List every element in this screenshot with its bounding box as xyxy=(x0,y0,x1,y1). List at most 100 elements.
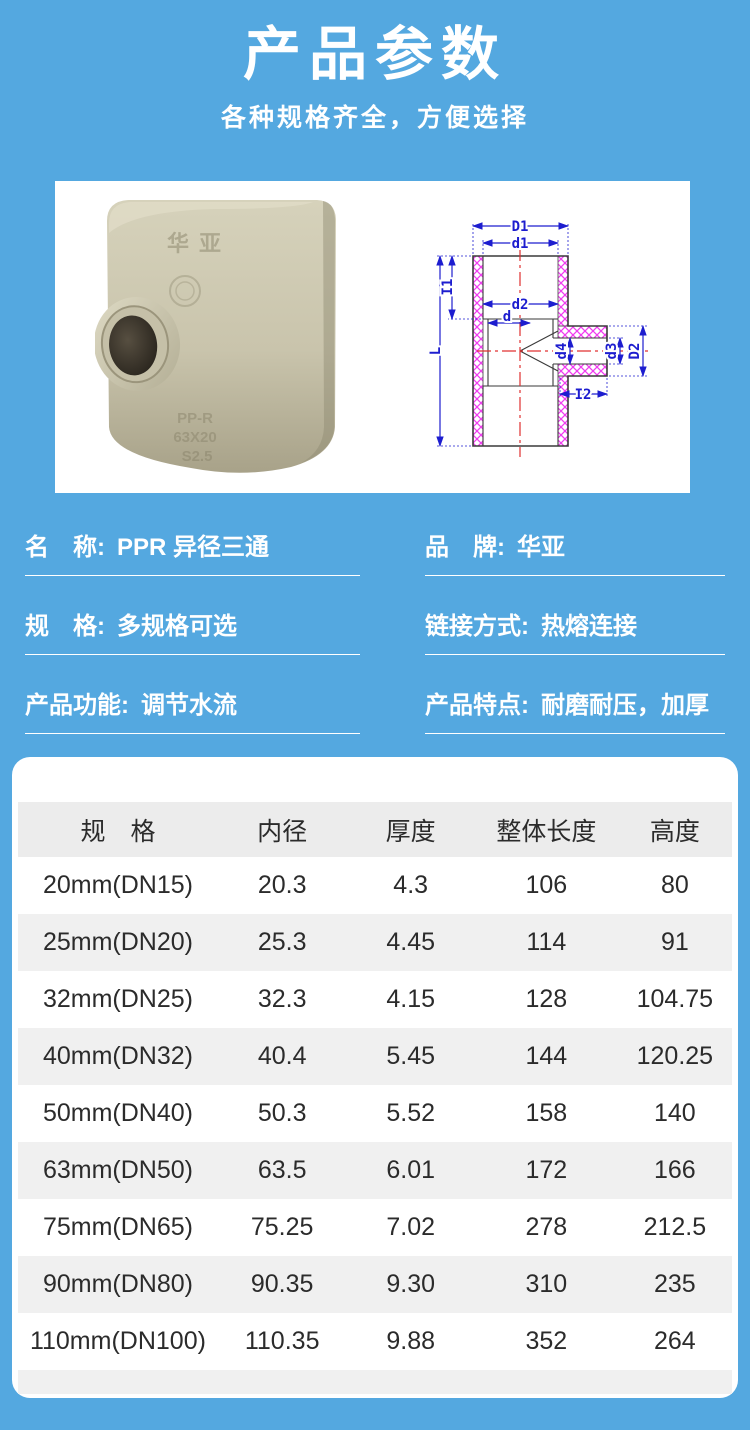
cell-thk: 5.52 xyxy=(386,1099,436,1127)
spec-function: 产品功能: 调节水流 xyxy=(25,655,360,734)
cell-spec: 50mm(DN40) xyxy=(42,1099,193,1127)
table-row: 63mm(DN50) 63.5 6.01 172 166 xyxy=(18,1142,732,1199)
cell-len: 144 xyxy=(474,1028,618,1085)
cell-spec: 32mm(DN25) xyxy=(42,985,193,1013)
fitting-spout xyxy=(95,297,181,391)
cell-hgt: 80 xyxy=(660,871,689,899)
cell-id: 110.35 xyxy=(244,1327,320,1355)
table-row: 90mm(DN80) 90.35 9.30 310 235 xyxy=(18,1256,732,1313)
spec-name-value: PPR 异径三通 xyxy=(117,534,270,561)
spec-connection: 链接方式: 热熔连接 xyxy=(425,576,725,655)
table-row: 20mm(DN15) 20.3 4.3 106 80 xyxy=(18,857,732,914)
table-row: 25mm(DN20) 25.3 4.45 114 91 xyxy=(18,914,732,971)
cell-id: 75.25 xyxy=(250,1213,314,1241)
spec-feature-value: 耐磨耐压，加厚 xyxy=(541,692,709,719)
dim-label-d: d xyxy=(503,309,511,325)
spec-name-label: 名 称: xyxy=(25,534,105,561)
cell-thk: 9.30 xyxy=(346,1256,475,1313)
cell-id: 25.3 xyxy=(217,914,347,971)
col-header-spec: 规 格 xyxy=(18,802,218,857)
cell-thk: 6.01 xyxy=(346,1142,475,1199)
col-header-overall-length: 整体长度 xyxy=(474,802,618,857)
cell-thk: 4.3 xyxy=(393,871,429,899)
dim-label-L: L xyxy=(428,347,444,355)
cell-thk: 7.02 xyxy=(386,1213,436,1241)
page-subtitle: 各种规格齐全，方便选择 xyxy=(220,104,529,132)
cell-spec: 90mm(DN80) xyxy=(18,1256,218,1313)
table-row: 110mm(DN100) 110.35 9.88 352 264 xyxy=(18,1313,732,1370)
spec-size-value: 多规格可选 xyxy=(117,613,237,640)
dim-label-D2: D2 xyxy=(627,343,643,360)
table-row: 40mm(DN32) 40.4 5.45 144 120.25 xyxy=(18,1028,732,1085)
cell-thk: 4.15 xyxy=(386,985,436,1013)
spec-function-label: 产品功能: xyxy=(25,692,129,719)
cell-spec: 25mm(DN20) xyxy=(18,914,218,971)
spec-brand-value: 华亚 xyxy=(517,534,565,561)
col-header-inner-diameter: 内径 xyxy=(217,802,347,857)
photo-series-marking: S2.5 xyxy=(182,448,213,465)
spec-feature: 产品特点: 耐磨耐压，加厚 xyxy=(425,655,725,734)
table-row: 75mm(DN65) 75.25 7.02 278 212.5 xyxy=(18,1199,732,1256)
spec-connection-label: 链接方式: xyxy=(425,613,529,640)
cell-hgt: 140 xyxy=(654,1099,696,1127)
cell-len: 158 xyxy=(525,1099,568,1127)
cell-hgt: 212.5 xyxy=(643,1213,707,1241)
cell-spec: 75mm(DN65) xyxy=(42,1213,193,1241)
cell-hgt: 166 xyxy=(617,1142,732,1199)
spec-function-value: 调节水流 xyxy=(141,692,237,719)
cell-hgt: 264 xyxy=(654,1327,696,1355)
product-media-card: 华亚 PP-R 63X20 S2.5 xyxy=(55,181,690,493)
product-photo: 华亚 PP-R 63X20 S2.5 xyxy=(95,200,336,473)
cell-hgt: 235 xyxy=(617,1256,732,1313)
size-table: 规 格 内径 厚度 整体长度 高度 20mm(DN15) 20.3 4.3 106 80… xyxy=(18,802,732,1394)
cell-len: 172 xyxy=(474,1142,618,1199)
spec-feature-label: 产品特点: xyxy=(425,692,529,719)
col-header-height: 高度 xyxy=(617,802,732,857)
dim-label-d1: d1 xyxy=(512,236,529,252)
table-row: 50mm(DN40) 50.3 5.52 158 140 xyxy=(18,1085,732,1142)
cell-id: 90.35 xyxy=(217,1256,347,1313)
dim-label-d2: d2 xyxy=(512,297,529,313)
cell-len: 106 xyxy=(525,871,568,899)
page-title: 产品参数 xyxy=(242,22,507,87)
cell-spec: 40mm(DN32) xyxy=(18,1028,218,1085)
cell-len: 278 xyxy=(525,1213,568,1241)
cell-spec: 63mm(DN50) xyxy=(18,1142,218,1199)
cell-hgt: 91 xyxy=(617,914,732,971)
cell-thk: 4.45 xyxy=(346,914,475,971)
fitting-body xyxy=(107,200,336,473)
spec-brand: 品 牌: 华亚 xyxy=(425,493,725,576)
table-header-row: 规 格 内径 厚度 整体长度 高度 xyxy=(18,802,732,857)
cell-hgt: 104.75 xyxy=(636,985,714,1013)
dim-label-I2: I2 xyxy=(575,387,592,403)
cell-len: 310 xyxy=(474,1256,618,1313)
cell-len: 128 xyxy=(525,985,568,1013)
dim-label-D1: D1 xyxy=(512,219,529,235)
photo-size-marking: 63X20 xyxy=(173,429,216,446)
cell-id: 40.4 xyxy=(217,1028,347,1085)
cell-id: 20.3 xyxy=(257,871,307,899)
cell-spec: 20mm(DN15) xyxy=(42,871,193,899)
spec-row-3: 产品功能: 调节水流 产品特点: 耐磨耐压，加厚 xyxy=(0,655,750,734)
internal-cone xyxy=(519,330,559,372)
photo-material-marking: PP-R xyxy=(177,410,213,427)
size-table-card: 规 格 内径 厚度 整体长度 高度 20mm(DN15) 20.3 4.3 106 80… xyxy=(12,757,738,1398)
cell-len: 114 xyxy=(474,914,618,971)
spacer-cell xyxy=(18,1370,732,1394)
spec-row-1: 名 称: PPR 异径三通 品 牌: 华亚 xyxy=(0,493,750,576)
dimension-diagram: D1 d1 d2 d I1 L d4 d3 D2 I2 xyxy=(426,217,651,457)
table-row: 32mm(DN25) 32.3 4.15 128 104.75 xyxy=(18,971,732,1028)
dim-label-I1: I1 xyxy=(440,279,456,296)
spec-size-label: 规 格: xyxy=(25,613,105,640)
cell-id: 32.3 xyxy=(257,985,307,1013)
cell-len: 352 xyxy=(525,1327,568,1355)
table-spacer-row xyxy=(18,1370,732,1394)
spec-size: 规 格: 多规格可选 xyxy=(25,576,360,655)
cell-thk: 5.45 xyxy=(346,1028,475,1085)
cell-id: 50.3 xyxy=(257,1099,307,1127)
body-outline xyxy=(472,255,608,447)
photo-brand-marking: 华亚 xyxy=(167,231,231,256)
dim-label-d3: d3 xyxy=(604,343,620,360)
spec-connection-value: 热熔连接 xyxy=(541,613,637,640)
